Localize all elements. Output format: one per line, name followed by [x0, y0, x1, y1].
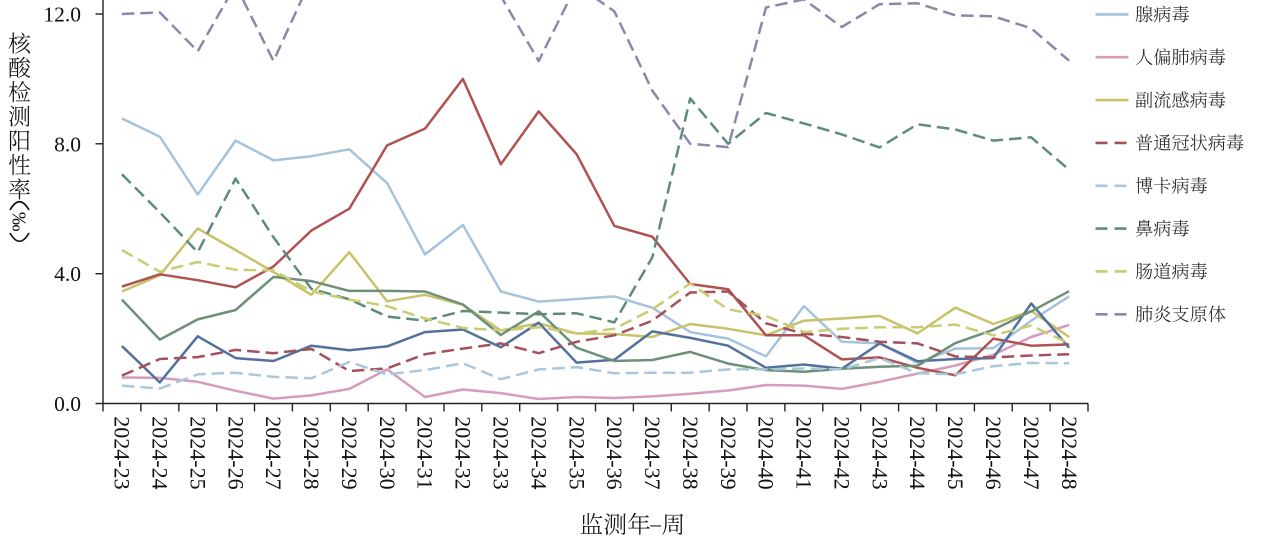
svg-text:–: – [649, 512, 661, 536]
svg-text:2024-36: 2024-36 [602, 416, 627, 489]
svg-text:2024-39: 2024-39 [716, 416, 741, 489]
svg-text:2024-29: 2024-29 [337, 416, 362, 489]
svg-text:2024-30: 2024-30 [375, 416, 400, 489]
svg-text:2024-42: 2024-42 [830, 416, 855, 489]
svg-text:0.0: 0.0 [54, 392, 81, 416]
svg-text:8.0: 8.0 [54, 132, 81, 156]
svg-text:2024-40: 2024-40 [754, 416, 779, 489]
svg-text:2024-24: 2024-24 [148, 416, 173, 489]
svg-text:2024-41: 2024-41 [792, 416, 817, 489]
svg-text:2024-43: 2024-43 [867, 416, 892, 489]
svg-text:2024-44: 2024-44 [905, 416, 930, 489]
svg-text:‰: ‰ [8, 212, 29, 232]
svg-text:2024-34: 2024-34 [526, 416, 551, 489]
svg-text:2024-46: 2024-46 [981, 416, 1006, 489]
svg-text:2024-28: 2024-28 [299, 416, 324, 489]
svg-text:2024-31: 2024-31 [413, 416, 438, 489]
svg-text:2024-35: 2024-35 [564, 416, 589, 489]
svg-text:2024-45: 2024-45 [943, 416, 968, 489]
svg-text:2024-37: 2024-37 [640, 416, 665, 489]
svg-text:2024-23: 2024-23 [110, 416, 135, 489]
svg-text:12.0: 12.0 [43, 3, 81, 27]
svg-text:2024-47: 2024-47 [1019, 416, 1044, 489]
svg-text:2024-26: 2024-26 [223, 416, 248, 489]
svg-text:2024-32: 2024-32 [451, 416, 476, 489]
svg-text:2024-38: 2024-38 [678, 416, 703, 489]
svg-text:2024-27: 2024-27 [261, 416, 286, 489]
svg-text:2024-25: 2024-25 [185, 416, 210, 489]
svg-text:2024-33: 2024-33 [489, 416, 514, 489]
svg-text:2024-48: 2024-48 [1057, 416, 1082, 489]
svg-text:4.0: 4.0 [54, 262, 81, 286]
